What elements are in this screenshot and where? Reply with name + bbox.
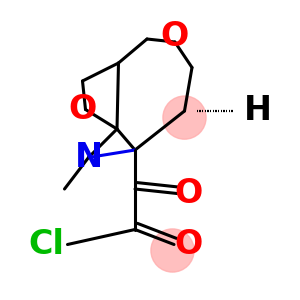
- Text: O: O: [175, 177, 203, 210]
- Circle shape: [163, 96, 206, 139]
- Text: H: H: [244, 94, 272, 128]
- Text: Cl: Cl: [28, 228, 64, 261]
- Text: O: O: [68, 93, 97, 126]
- Text: O: O: [161, 20, 189, 53]
- Text: N: N: [74, 141, 103, 174]
- Text: O: O: [175, 228, 203, 261]
- Circle shape: [151, 229, 194, 272]
